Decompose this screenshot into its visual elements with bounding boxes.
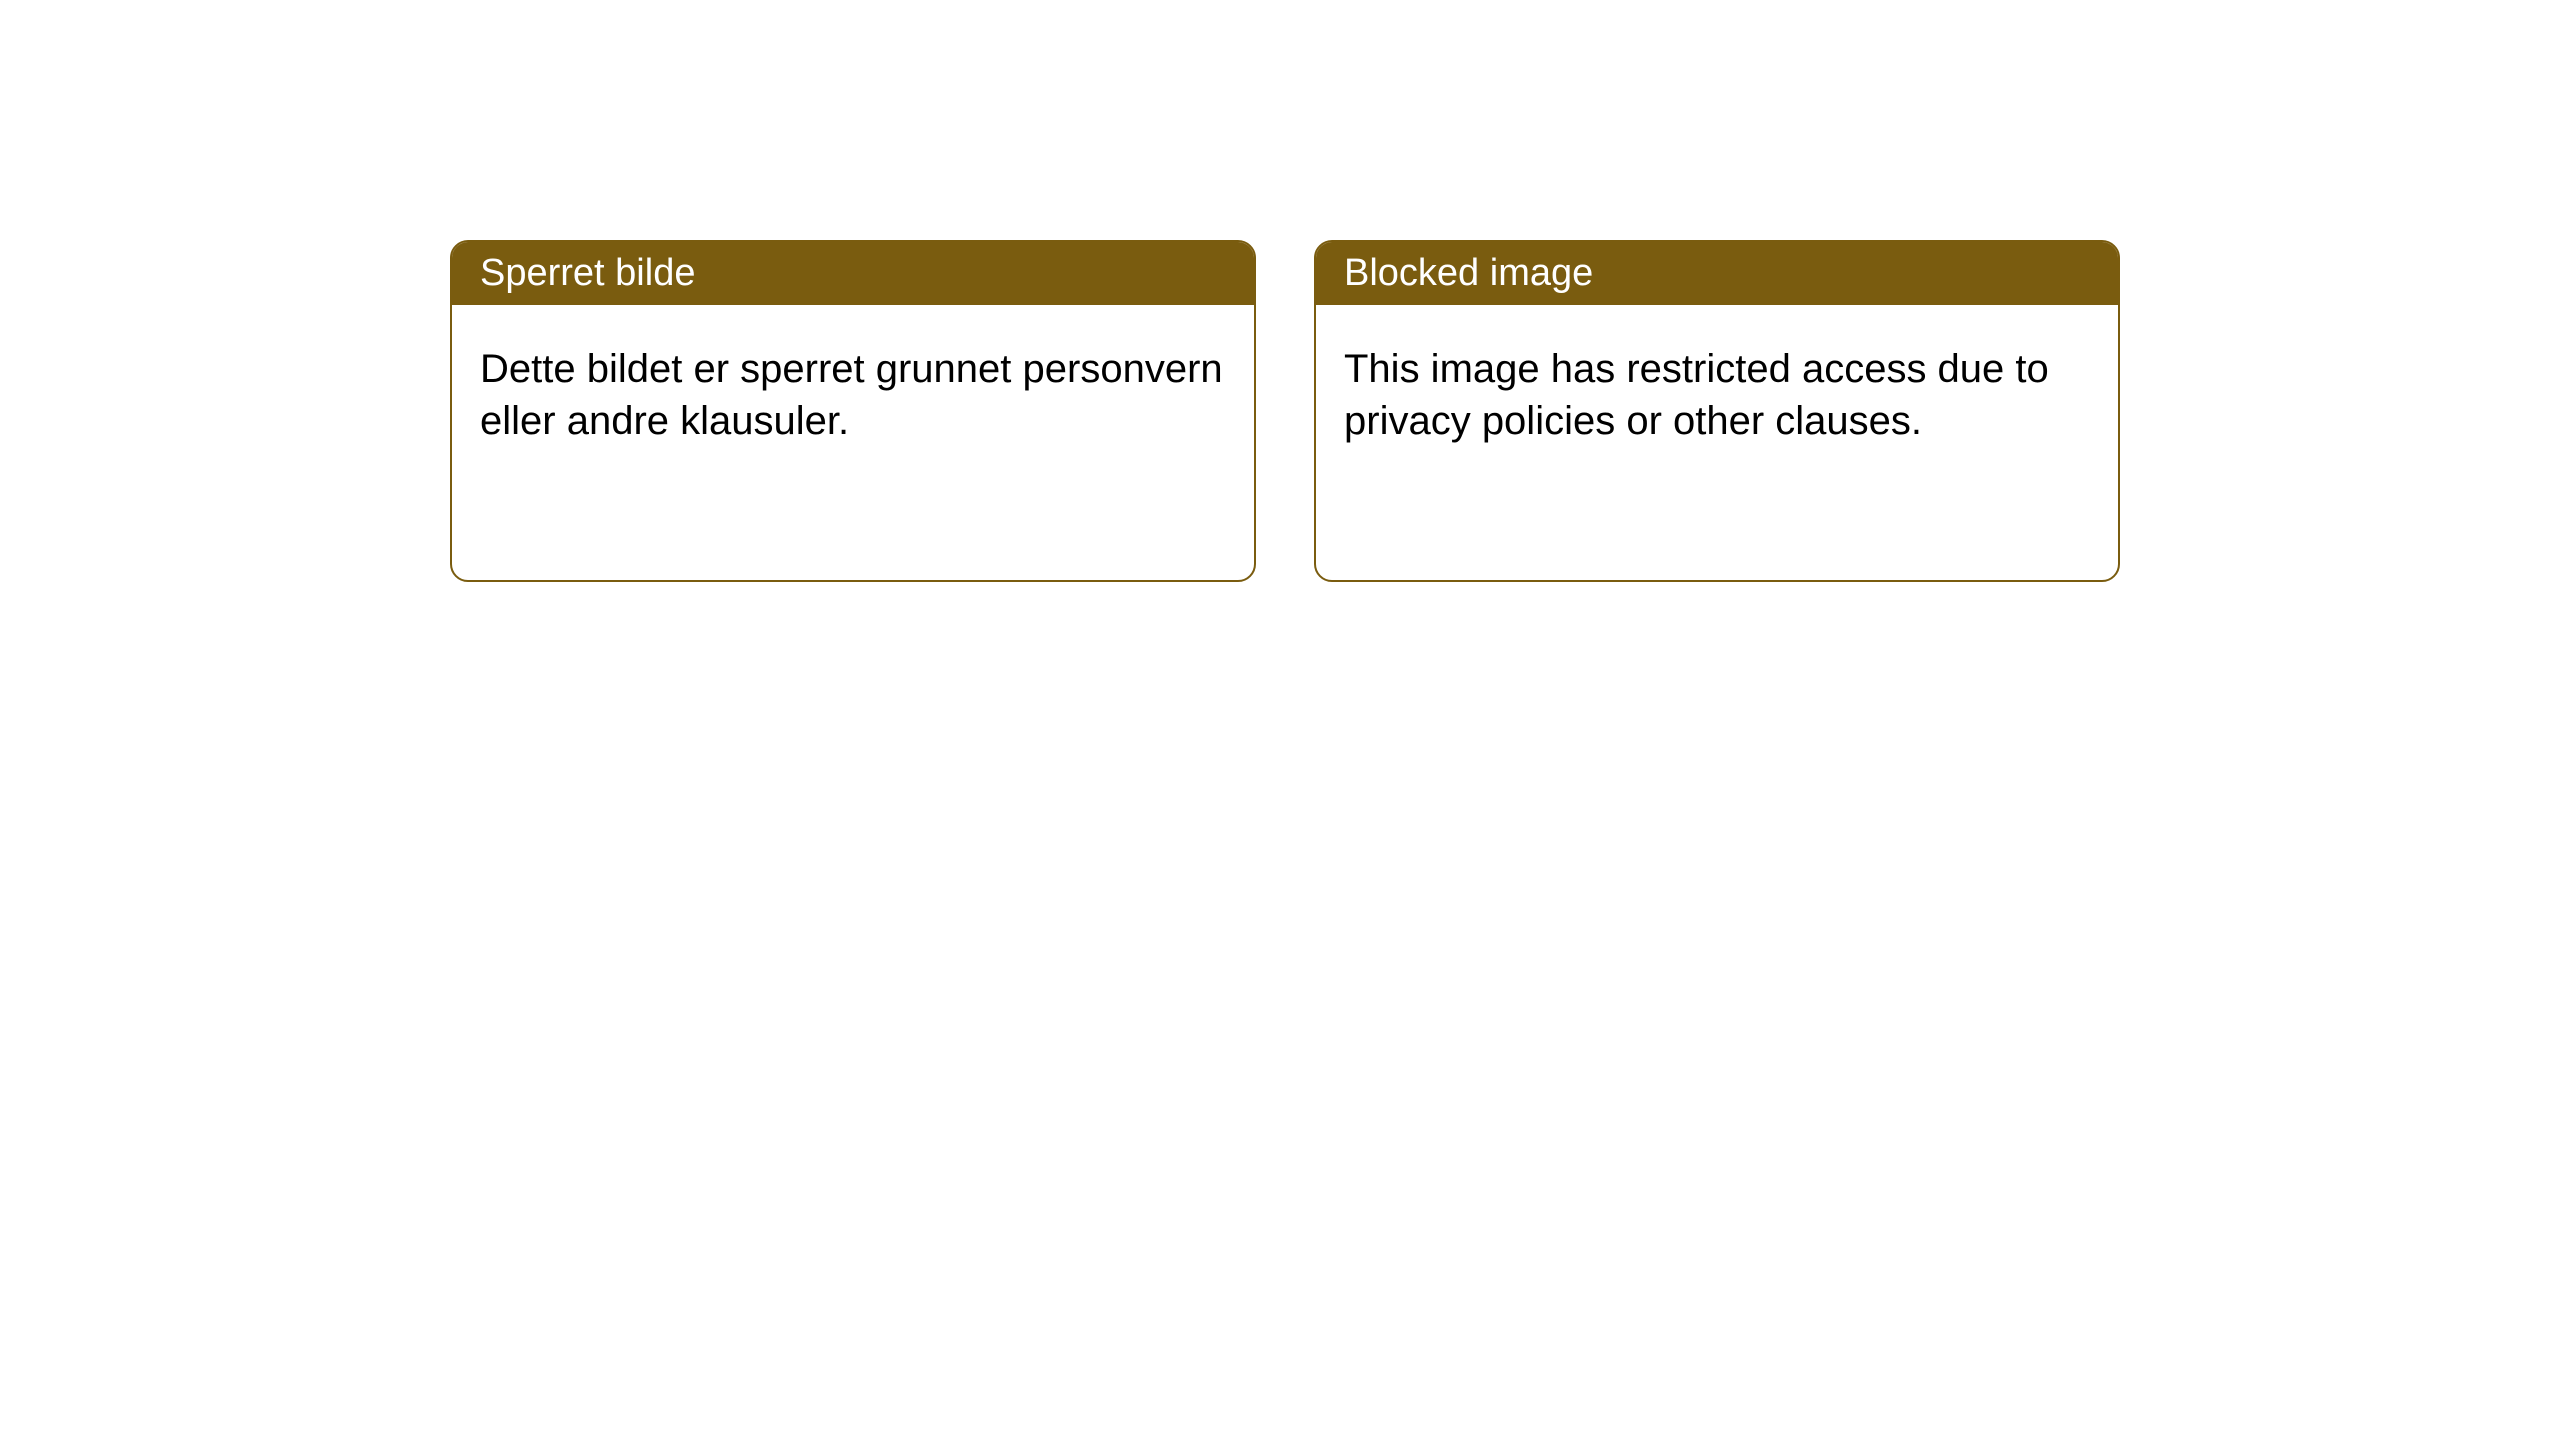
panel-body-en: This image has restricted access due to … [1316,305,2118,580]
panel-header-no: Sperret bilde [452,242,1254,305]
panel-body-no: Dette bildet er sperret grunnet personve… [452,305,1254,580]
panel-message-no: Dette bildet er sperret grunnet personve… [480,347,1223,443]
panel-message-en: This image has restricted access due to … [1344,347,2049,443]
notice-panels-container: Sperret bilde Dette bildet er sperret gr… [450,240,2120,582]
panel-title-no: Sperret bilde [480,252,695,294]
blocked-image-panel-en: Blocked image This image has restricted … [1314,240,2120,582]
blocked-image-panel-no: Sperret bilde Dette bildet er sperret gr… [450,240,1256,582]
panel-header-en: Blocked image [1316,242,2118,305]
panel-title-en: Blocked image [1344,252,1593,294]
